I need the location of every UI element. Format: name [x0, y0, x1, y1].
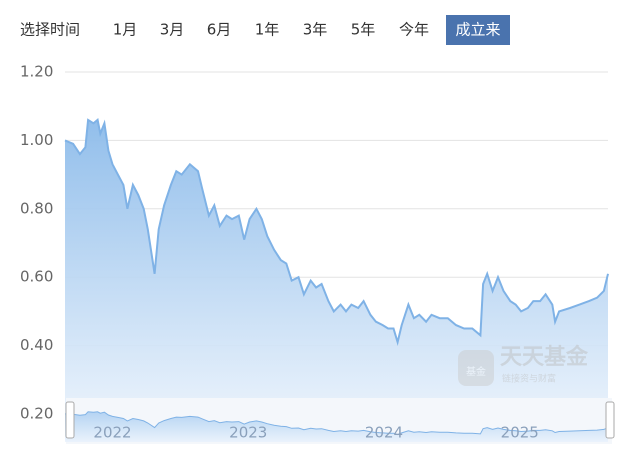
range-buttons: 1月 3月 6月 1年 3年 5年 今年 成立来	[113, 15, 510, 45]
line	[64, 118, 609, 347]
watermark-badge: 基金	[466, 365, 486, 378]
y-tick-label: 0.80	[20, 199, 53, 217]
grid: 0.20 0.40 0.60 0.80 1.00 1.20	[20, 63, 608, 423]
range-label[interactable]: 今年	[399, 21, 429, 39]
watermark-sub: 链接资与财富	[502, 373, 556, 385]
y-tick-label: 0.20	[20, 405, 53, 423]
range-button[interactable]: 成立来	[446, 15, 510, 45]
y-tick-label: 1.00	[20, 131, 53, 149]
x-tick-label[interactable]: 2022	[93, 424, 131, 442]
plot	[64, 118, 609, 415]
watermark-logo	[458, 350, 494, 386]
range-button[interactable]: 1年	[255, 21, 280, 39]
range-label[interactable]: 成立来	[455, 21, 500, 39]
range-button[interactable]: 1月	[113, 21, 138, 39]
x-tick-label[interactable]: 2024	[365, 424, 403, 442]
y-tick-label: 1.20	[20, 63, 53, 81]
range-button[interactable]: 3年	[303, 21, 328, 39]
range-label[interactable]: 3年	[303, 21, 328, 39]
range-label[interactable]: 6月	[207, 21, 232, 39]
navigator-area[interactable]	[65, 411, 608, 442]
range-button-bg[interactable]	[446, 15, 510, 45]
y-tick-label: 0.60	[20, 268, 53, 286]
navigator[interactable]: 2022 2023 2024 2025	[64, 398, 615, 444]
navigator-handle[interactable]	[605, 401, 615, 439]
watermark-text: 天天基金	[500, 344, 589, 370]
watermark: 基金 天天基金 链接资与财富	[458, 344, 589, 386]
x-tick-label[interactable]: 2025	[501, 424, 539, 442]
range-button[interactable]: 今年	[399, 21, 429, 39]
range-label[interactable]: 3月	[160, 21, 185, 39]
range-label[interactable]: 5年	[351, 21, 376, 39]
selector-label: 选择时间	[20, 21, 80, 39]
navigator-line[interactable]	[64, 411, 609, 436]
x-tick-label[interactable]: 2023	[229, 424, 267, 442]
y-tick-label: 0.40	[20, 336, 53, 354]
area	[65, 119, 608, 415]
range-label[interactable]: 1月	[113, 21, 138, 39]
range-button[interactable]: 3月	[160, 21, 185, 39]
range-button[interactable]: 6月	[207, 21, 232, 39]
range-button[interactable]: 5年	[351, 21, 376, 39]
range-label[interactable]: 1年	[255, 21, 280, 39]
navigator-handle[interactable]	[65, 401, 75, 439]
